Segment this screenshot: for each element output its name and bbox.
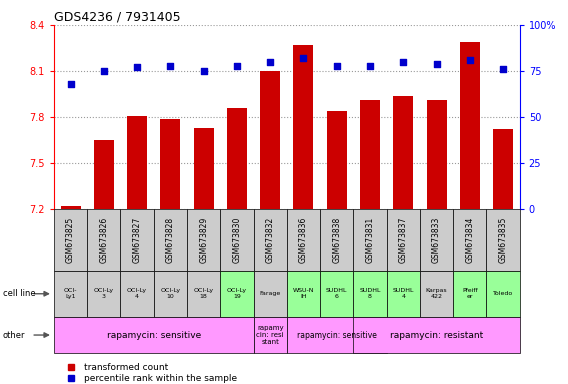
Bar [94,140,114,209]
Bar [187,271,220,317]
Bar [154,209,187,271]
Bar [486,271,520,317]
Text: WSU-N
IH: WSU-N IH [293,288,314,299]
Bar [360,100,380,209]
Text: GSM673837: GSM673837 [399,217,408,263]
Bar [393,96,414,209]
Bar [227,108,247,209]
Point [365,63,374,69]
Text: GSM673829: GSM673829 [199,217,208,263]
Bar [260,71,280,209]
Bar [220,209,253,271]
Bar [460,42,480,209]
Bar [287,209,320,271]
Text: GSM673831: GSM673831 [366,217,374,263]
Bar [220,271,253,317]
Text: Farage: Farage [260,291,281,296]
Bar [127,116,147,209]
Point [232,63,241,69]
Bar [327,111,346,209]
Text: OCI-Ly
18: OCI-Ly 18 [194,288,214,299]
Text: rapamycin: resistant: rapamycin: resistant [390,331,483,339]
Bar [294,45,314,209]
Text: SUDHL
4: SUDHL 4 [392,288,414,299]
Point [332,63,341,69]
Text: Karpas
422: Karpas 422 [426,288,448,299]
Point [432,61,441,67]
Text: Pfeiff
er: Pfeiff er [462,288,478,299]
Bar [87,271,120,317]
Text: GSM673832: GSM673832 [266,217,275,263]
Bar [253,271,287,317]
Bar [187,209,220,271]
Text: GSM673825: GSM673825 [66,217,75,263]
Bar [453,209,486,271]
Point [199,68,208,74]
Bar [420,209,453,271]
Bar [486,209,520,271]
Bar [54,317,253,353]
Bar [493,129,513,209]
Point [266,59,275,65]
Text: GDS4236 / 7931405: GDS4236 / 7931405 [54,11,181,24]
Bar [453,271,486,317]
Text: OCI-
Ly1: OCI- Ly1 [64,288,77,299]
Legend: transformed count, percentile rank within the sample: transformed count, percentile rank withi… [59,360,240,384]
Bar [61,206,81,209]
Text: other: other [3,331,26,339]
Point [299,55,308,61]
Bar [287,317,387,353]
Text: rapamycin: sensitive: rapamycin: sensitive [107,331,201,339]
Point [465,57,474,63]
Bar [87,209,120,271]
Bar [320,209,353,271]
Bar [353,209,387,271]
Text: rapamy
cin: resi
stant: rapamy cin: resi stant [256,325,284,345]
Text: GSM673833: GSM673833 [432,217,441,263]
Text: GSM673828: GSM673828 [166,217,175,263]
Bar [54,209,87,271]
Text: cell line: cell line [3,289,35,298]
Text: SUDHL
8: SUDHL 8 [360,288,381,299]
Text: OCI-Ly
10: OCI-Ly 10 [160,288,181,299]
Bar [120,271,154,317]
Text: OCI-Ly
4: OCI-Ly 4 [127,288,147,299]
Point [99,68,108,74]
Text: GSM673827: GSM673827 [133,217,141,263]
Bar [420,271,453,317]
Bar [387,209,420,271]
Text: OCI-Ly
3: OCI-Ly 3 [94,288,114,299]
Bar [253,317,287,353]
Point [166,63,175,69]
Bar [287,271,320,317]
Bar [120,209,154,271]
Text: SUDHL
6: SUDHL 6 [326,288,348,299]
Text: OCI-Ly
19: OCI-Ly 19 [227,288,247,299]
Bar [253,209,287,271]
Bar [387,271,420,317]
Bar [320,271,353,317]
Point [399,59,408,65]
Point [132,64,141,70]
Point [66,81,75,87]
Bar [353,271,387,317]
Text: GSM673835: GSM673835 [499,217,508,263]
Bar [154,271,187,317]
Text: GSM673826: GSM673826 [99,217,108,263]
Bar [427,100,446,209]
Text: rapamycin: sensitive: rapamycin: sensitive [297,331,377,339]
Bar [54,271,87,317]
Bar [194,128,214,209]
Text: GSM673830: GSM673830 [232,217,241,263]
Text: GSM673838: GSM673838 [332,217,341,263]
Text: Toledo: Toledo [493,291,513,296]
Bar [353,317,520,353]
Bar [160,119,181,209]
Text: GSM673834: GSM673834 [465,217,474,263]
Point [499,66,508,72]
Text: GSM673836: GSM673836 [299,217,308,263]
